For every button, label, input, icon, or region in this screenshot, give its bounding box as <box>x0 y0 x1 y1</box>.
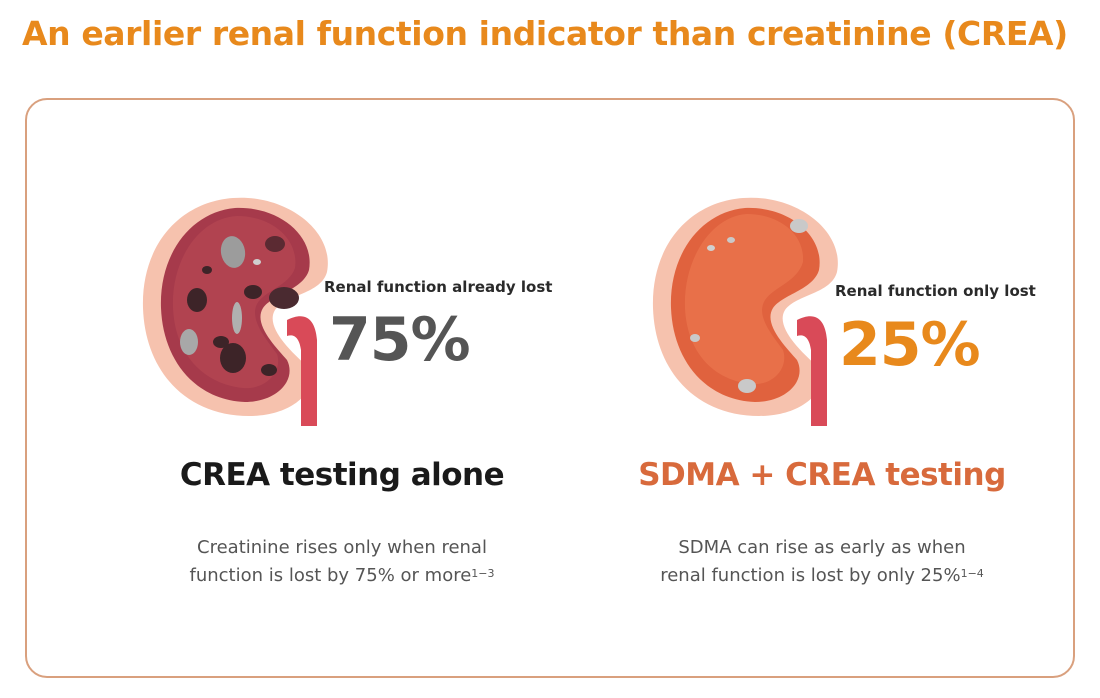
crea-description-line1: Creatinine rises only when renal <box>197 537 487 558</box>
sdma-reference: 1−4 <box>960 567 984 580</box>
crea-reference: 1−3 <box>471 567 495 580</box>
stat-value-right: 25% <box>839 310 981 380</box>
stat-value-left: 75% <box>329 305 471 375</box>
sdma-description-line2: renal function is lost by only 25%1−4 <box>567 562 1077 590</box>
damaged-kidney-icon <box>137 190 377 430</box>
stat-label-right: Renal function only lost <box>835 282 1036 300</box>
stat-label-left: Renal function already lost <box>324 278 553 296</box>
crea-description-line2-text: function is lost by 75% or more <box>189 565 472 586</box>
comparison-card: Renal function already lost 75% Renal fu… <box>25 98 1075 678</box>
sdma-description-line1: SDMA can rise as early as when <box>678 537 966 558</box>
crea-description-line2: function is lost by 75% or more1−3 <box>87 562 597 590</box>
page-title: An earlier renal function indicator than… <box>22 14 1068 53</box>
sdma-description: SDMA can rise as early as when renal fun… <box>567 534 1077 590</box>
crea-heading: CREA testing alone <box>179 457 505 493</box>
crea-description: Creatinine rises only when renal functio… <box>87 534 597 590</box>
sdma-crea-heading: SDMA + CREA testing <box>638 457 1006 493</box>
sdma-description-line2-text: renal function is lost by only 25% <box>660 565 961 586</box>
healthy-kidney-icon <box>647 190 887 430</box>
